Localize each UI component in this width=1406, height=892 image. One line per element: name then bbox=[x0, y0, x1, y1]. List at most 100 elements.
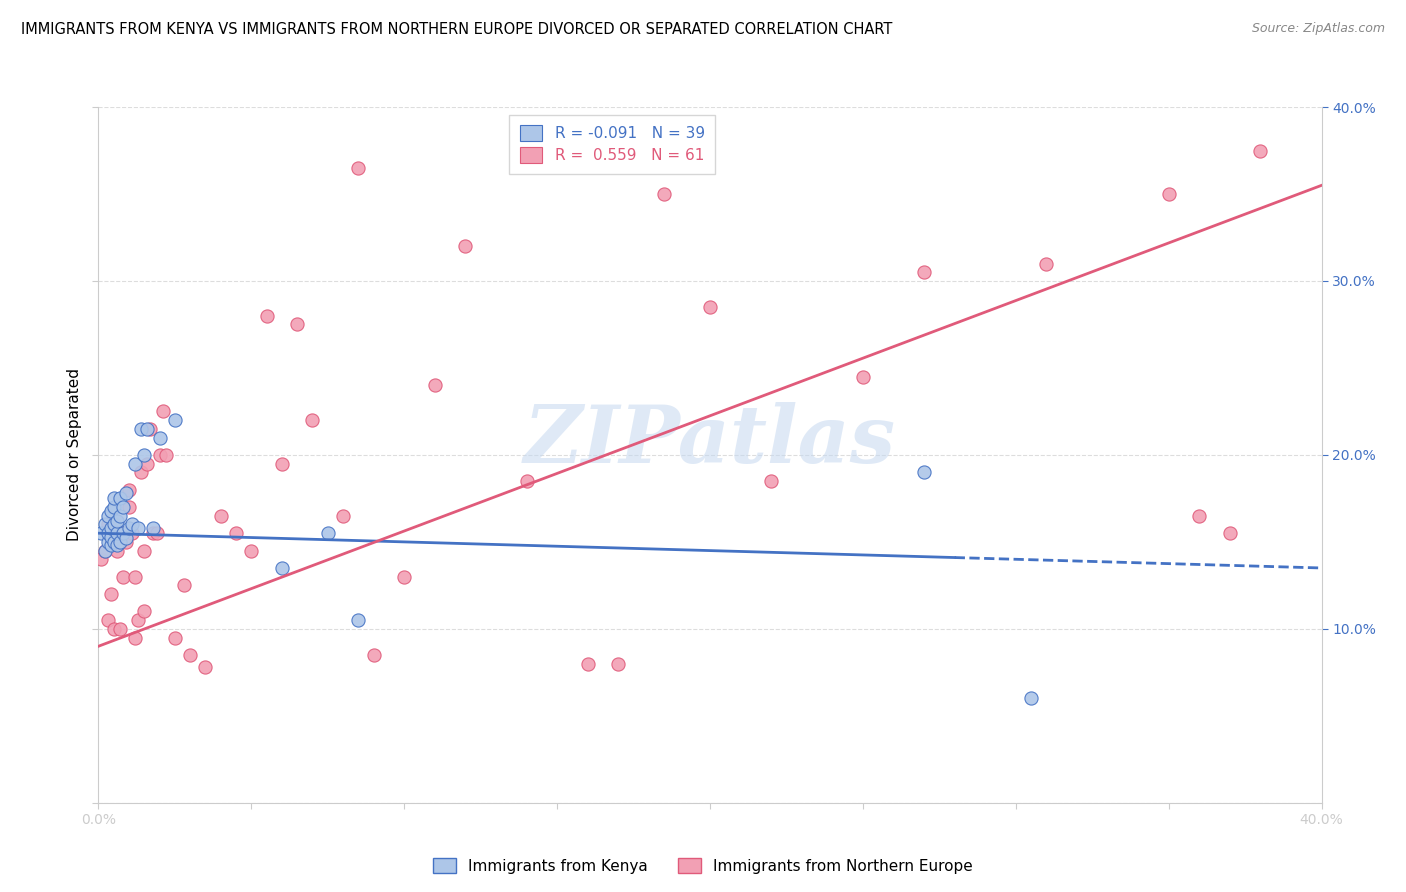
Point bbox=[108, 534, 131, 549]
Point bbox=[108, 526, 131, 541]
Point bbox=[103, 534, 125, 549]
Point bbox=[129, 466, 152, 480]
Point bbox=[240, 543, 263, 558]
Point bbox=[100, 538, 122, 552]
Point bbox=[225, 526, 247, 541]
Point bbox=[392, 570, 416, 584]
Point bbox=[90, 552, 112, 566]
Point bbox=[136, 422, 159, 436]
Point bbox=[108, 508, 131, 523]
Point bbox=[454, 239, 477, 253]
Point bbox=[134, 605, 156, 619]
Point bbox=[105, 534, 128, 549]
Point bbox=[97, 526, 120, 541]
Point bbox=[173, 578, 195, 592]
Point bbox=[301, 413, 323, 427]
Point bbox=[127, 521, 149, 535]
Point bbox=[129, 422, 152, 436]
Point bbox=[912, 265, 935, 279]
Legend: R = -0.091   N = 39, R =  0.559   N = 61: R = -0.091 N = 39, R = 0.559 N = 61 bbox=[509, 115, 716, 174]
Point bbox=[134, 448, 156, 462]
Point bbox=[163, 631, 186, 645]
Point bbox=[270, 561, 292, 575]
Point bbox=[912, 466, 935, 480]
Point bbox=[118, 521, 141, 535]
Point bbox=[194, 660, 217, 674]
Point bbox=[100, 521, 122, 535]
Point bbox=[121, 517, 143, 532]
Point bbox=[124, 457, 146, 471]
Point bbox=[139, 422, 162, 436]
Point bbox=[90, 526, 112, 541]
Point bbox=[97, 534, 120, 549]
Point bbox=[155, 448, 177, 462]
Point bbox=[347, 613, 370, 627]
Text: IMMIGRANTS FROM KENYA VS IMMIGRANTS FROM NORTHERN EUROPE DIVORCED OR SEPARATED C: IMMIGRANTS FROM KENYA VS IMMIGRANTS FROM… bbox=[21, 22, 893, 37]
Point bbox=[332, 508, 354, 523]
Point bbox=[1188, 508, 1211, 523]
Point bbox=[347, 161, 370, 175]
Point bbox=[652, 187, 675, 202]
Point bbox=[759, 474, 782, 488]
Point bbox=[1219, 526, 1241, 541]
Point bbox=[115, 532, 138, 546]
Point bbox=[105, 543, 128, 558]
Point bbox=[118, 500, 141, 514]
Point bbox=[1249, 144, 1271, 158]
Point bbox=[111, 526, 134, 541]
Point bbox=[1035, 256, 1057, 270]
Point bbox=[149, 448, 172, 462]
Point bbox=[423, 378, 446, 392]
Point bbox=[115, 486, 138, 500]
Point bbox=[100, 530, 122, 544]
Text: Source: ZipAtlas.com: Source: ZipAtlas.com bbox=[1251, 22, 1385, 36]
Point bbox=[108, 491, 131, 506]
Point bbox=[105, 514, 128, 528]
Point bbox=[93, 517, 115, 532]
Point bbox=[124, 631, 146, 645]
Point bbox=[149, 431, 172, 445]
Point bbox=[103, 526, 125, 541]
Point bbox=[607, 657, 630, 671]
Point bbox=[142, 521, 165, 535]
Point bbox=[93, 543, 115, 558]
Point bbox=[127, 613, 149, 627]
Point bbox=[97, 517, 120, 532]
Point bbox=[256, 309, 278, 323]
Point bbox=[136, 457, 159, 471]
Text: ZIPatlas: ZIPatlas bbox=[524, 402, 896, 480]
Y-axis label: Divorced or Separated: Divorced or Separated bbox=[66, 368, 82, 541]
Point bbox=[103, 500, 125, 514]
Point bbox=[105, 526, 128, 541]
Point bbox=[363, 648, 385, 662]
Point bbox=[163, 413, 186, 427]
Point bbox=[115, 534, 138, 549]
Point bbox=[111, 500, 134, 514]
Point bbox=[270, 457, 292, 471]
Point bbox=[316, 526, 339, 541]
Point bbox=[103, 491, 125, 506]
Point bbox=[285, 318, 308, 332]
Point bbox=[111, 570, 134, 584]
Point bbox=[142, 526, 165, 541]
Point bbox=[179, 648, 201, 662]
Point bbox=[134, 543, 156, 558]
Point bbox=[118, 483, 141, 497]
Point bbox=[124, 570, 146, 584]
Point bbox=[93, 543, 115, 558]
Point bbox=[100, 526, 122, 541]
Point bbox=[852, 369, 875, 384]
Point bbox=[516, 474, 538, 488]
Point bbox=[121, 526, 143, 541]
Point bbox=[145, 526, 167, 541]
Point bbox=[108, 622, 131, 636]
Point bbox=[111, 526, 134, 541]
Legend: Immigrants from Kenya, Immigrants from Northern Europe: Immigrants from Kenya, Immigrants from N… bbox=[427, 852, 979, 880]
Point bbox=[209, 508, 232, 523]
Point bbox=[1019, 691, 1042, 706]
Point bbox=[699, 300, 721, 314]
Point bbox=[103, 517, 125, 532]
Point bbox=[152, 404, 174, 418]
Point bbox=[97, 613, 120, 627]
Point bbox=[1157, 187, 1180, 202]
